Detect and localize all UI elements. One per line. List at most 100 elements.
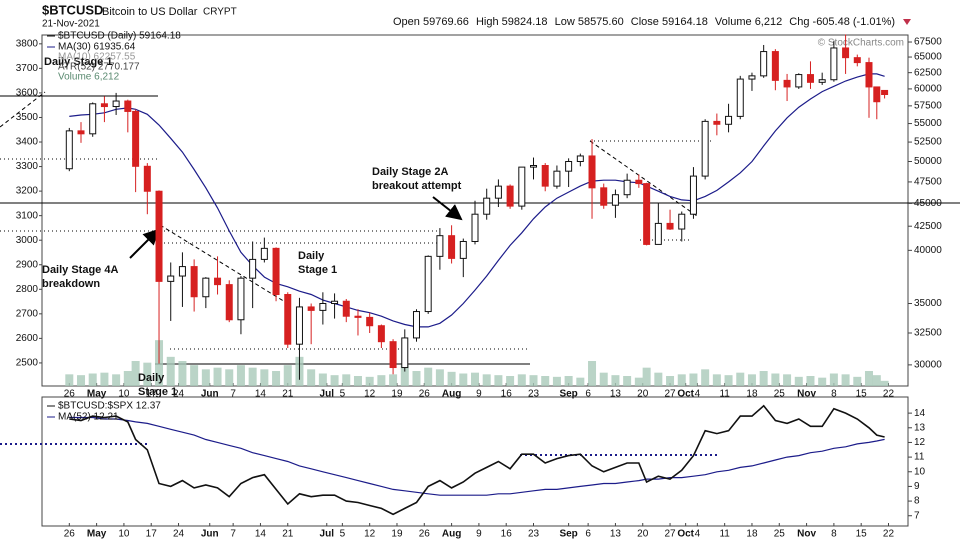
y2-tick-label: 3600 — [16, 88, 39, 99]
volume-bar — [248, 367, 257, 386]
volume-bar — [588, 361, 597, 386]
y2-tick-label: 2500 — [16, 358, 39, 369]
x-tick-label: Oct — [677, 389, 694, 400]
candle-body — [588, 155, 596, 189]
volume-bar — [123, 371, 132, 386]
candle-body — [818, 79, 826, 83]
x-tick-label: 20 — [637, 389, 649, 400]
x-tick-label: 21 — [282, 529, 294, 540]
y2-tick-label: 3200 — [16, 186, 39, 197]
volume-bar — [353, 376, 362, 386]
volume-bar — [689, 373, 698, 386]
candle-body — [295, 306, 303, 345]
candle-body — [806, 74, 814, 83]
candle-body — [783, 79, 791, 88]
x-tick-label: 26 — [64, 529, 76, 540]
y-tick-label: 13 — [914, 422, 926, 433]
candle-body — [178, 266, 186, 277]
candle-body — [713, 120, 721, 125]
x-tick-label: 25 — [774, 529, 786, 540]
candle-body — [225, 284, 233, 321]
y-tick-label: 32500 — [914, 328, 942, 339]
volume-bar — [166, 356, 175, 386]
candle-body — [748, 75, 756, 80]
x-tick-label: 7 — [230, 529, 236, 540]
annotation: Daily Stage 1 — [44, 56, 112, 68]
trend-line — [0, 91, 46, 128]
candle-body — [249, 258, 257, 279]
exchange: CRYPT — [203, 7, 237, 18]
candle-body — [830, 47, 838, 81]
candle-body — [319, 303, 327, 311]
volume-bar — [131, 361, 140, 386]
legend-entry: MA(52) 12.21 — [58, 412, 119, 423]
x-tick-label: Nov — [797, 529, 816, 540]
y-tick-label: 8 — [914, 496, 920, 507]
candle-body — [725, 115, 733, 125]
x-tick-label: 9 — [476, 389, 482, 400]
candle-body — [530, 165, 538, 168]
quote-value: 59769.66 — [423, 16, 469, 28]
volume-bar — [872, 375, 881, 386]
volume-bar — [272, 371, 281, 386]
volume-bar — [599, 372, 608, 386]
y-tick-label: 30000 — [914, 360, 942, 371]
volume-bar — [771, 373, 780, 386]
x-tick-label: 9 — [476, 529, 482, 540]
y-tick-label: 40000 — [914, 245, 942, 256]
candle-body — [401, 337, 409, 369]
annotation: Daily — [298, 250, 325, 262]
candle-body — [865, 62, 873, 88]
candle-body — [553, 170, 561, 187]
quote-value: -605.48 (-1.01%) — [813, 16, 896, 28]
y-tick-label: 42500 — [914, 221, 942, 232]
x-tick-label: 14 — [255, 529, 267, 540]
candle-body — [448, 235, 456, 259]
y-tick-label: 12 — [914, 437, 926, 448]
x-tick-label: 10 — [118, 529, 130, 540]
x-tick-label: Jul — [320, 529, 335, 540]
x-tick-label: 8 — [831, 389, 837, 400]
x-tick-label: 6 — [585, 389, 591, 400]
volume-bar — [213, 367, 222, 386]
quote-value: 58575.60 — [578, 16, 624, 28]
trend-line — [589, 140, 698, 217]
quote-value: 59824.18 — [502, 16, 548, 28]
volume-bar — [712, 374, 721, 386]
x-tick-label: 21 — [282, 389, 294, 400]
arrow — [129, 228, 160, 259]
volume-bar — [747, 374, 756, 386]
x-tick-label: 22 — [883, 389, 895, 400]
x-tick-label: Sep — [559, 529, 577, 540]
candle-body — [65, 130, 73, 170]
legend-entry: $BTCUSD:$SPX 12.37 — [58, 401, 161, 412]
volume-bar — [541, 376, 550, 386]
series-line — [69, 404, 885, 516]
y-tick-label: 35000 — [914, 298, 942, 309]
volume-bar — [853, 376, 862, 386]
volume-bar — [365, 376, 374, 386]
series-line — [69, 73, 885, 328]
x-tick-label: 26 — [64, 389, 76, 400]
candle-body — [689, 175, 697, 215]
y2-tick-label: 2800 — [16, 284, 39, 295]
volume-bar — [100, 372, 109, 386]
x-tick-label: 25 — [774, 389, 786, 400]
volume-bar — [564, 376, 573, 386]
candle-body — [167, 275, 175, 282]
annotation: Daily Stage 4A — [42, 264, 118, 276]
candle-body — [377, 325, 385, 343]
candle-body — [143, 165, 151, 192]
x-tick-label: 7 — [230, 389, 236, 400]
arrow — [432, 196, 463, 221]
volume-bar — [178, 361, 187, 386]
annotation: breakout attempt — [372, 180, 462, 192]
x-tick-label: 17 — [146, 529, 158, 540]
quote-label: High — [476, 16, 499, 28]
volume-bar — [225, 369, 234, 386]
candle-body — [342, 300, 350, 317]
x-tick-label: Aug — [442, 529, 461, 540]
candle-body — [643, 183, 651, 245]
y-tick-label: 47500 — [914, 177, 942, 188]
